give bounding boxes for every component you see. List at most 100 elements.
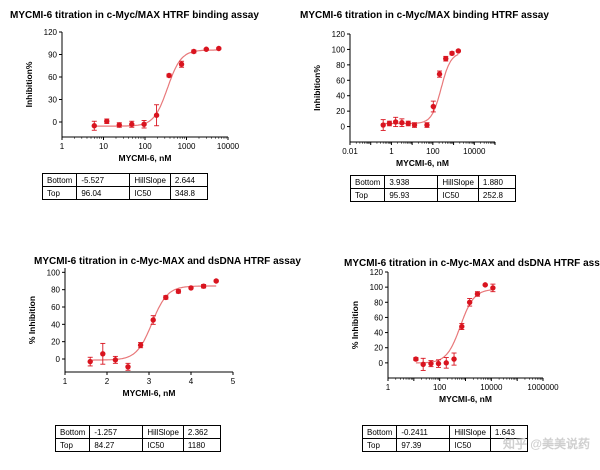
param-value: -1.257: [89, 425, 144, 439]
x-tick-label: 10000: [480, 383, 503, 392]
x-tick-label: 10: [99, 142, 108, 151]
y-tick-label: 80: [374, 298, 383, 307]
data-point: [420, 361, 426, 368]
data-point: [166, 72, 172, 79]
y-tick-label: 80: [51, 286, 60, 295]
param-value: 1180: [182, 438, 221, 452]
param-value: [489, 438, 528, 452]
data-point: [428, 360, 434, 367]
data-point: [100, 351, 106, 357]
y-tick-label: 20: [336, 107, 345, 116]
data-point: [466, 299, 473, 305]
y-tick-label: 0: [379, 359, 384, 368]
x-tick-label: 4: [189, 377, 194, 386]
data-point: [490, 285, 496, 291]
fit-curve: [415, 289, 493, 364]
param-label: IC50: [129, 186, 171, 200]
y-axis-label: % Inhibition: [350, 301, 360, 349]
table-row: Bottom 3.938 HillSlope 1.880: [349, 175, 516, 189]
y-tick-label: 120: [44, 28, 58, 37]
data-point: [91, 123, 97, 129]
x-tick-label: 1: [386, 383, 391, 392]
data-point: [112, 357, 119, 363]
data-point: [141, 121, 147, 127]
table-row: Bottom -1.257 HillSlope 2.362: [54, 425, 221, 439]
fit-parameter-table: Bottom 3.938 HillSlope 1.880 Top 95.93 I…: [349, 175, 516, 202]
chart-panel-2: MYCMI-6 titration in c-Myc/MAX binding H…: [300, 0, 600, 215]
data-point: [455, 48, 462, 54]
data-point: [104, 118, 110, 124]
chart-title: MYCMI-6 titration in c-Myc-MAX and dsDNA…: [34, 256, 301, 267]
data-point: [216, 45, 222, 52]
data-point: [405, 120, 411, 127]
x-tick-label: 10000: [217, 142, 240, 151]
y-tick-label: 100: [47, 268, 61, 277]
param-label: Top: [41, 186, 78, 200]
param-label: Bottom: [41, 173, 78, 187]
param-value: -5.527: [76, 173, 131, 187]
dose-response-chart: 0 20 40 60 80 100 120 0.01 1 100 10000 MYCMI-6, nM I…: [312, 30, 496, 168]
param-value: 97.39: [396, 438, 451, 452]
y-axis-label: Inhibition%: [312, 65, 322, 111]
table-row: Top 96.04 IC50 348.8: [41, 186, 208, 200]
y-tick-label: 30: [48, 96, 57, 105]
chart-panel-1: MYCMI-6 titration in c-Myc/MAX HTRF bind…: [0, 0, 300, 215]
y-tick-label: 60: [374, 313, 383, 322]
data-point: [459, 323, 465, 330]
x-tick-label: 1000000: [527, 383, 559, 392]
dose-response-chart: 0 20 40 60 80 100 1 2 3 4 5 MYCMI-6, nM % Inhibition: [27, 268, 236, 398]
param-label: IC50: [142, 438, 184, 452]
param-value: -0.2411: [396, 425, 451, 439]
chart-title: MYCMI-6 titration in c-Myc-MAX and dsDNA…: [344, 258, 600, 269]
y-tick-label: 60: [336, 76, 345, 85]
y-tick-label: 60: [51, 303, 60, 312]
y-tick-label: 60: [48, 73, 57, 82]
data-point: [430, 103, 436, 110]
fit-curve: [383, 53, 459, 125]
chart-panel-4: MYCMI-6 titration in c-Myc-MAX and dsDNA…: [300, 250, 600, 470]
data-point: [443, 360, 449, 366]
y-tick-label: 20: [374, 344, 383, 353]
x-tick-label: 10000: [463, 147, 486, 156]
y-tick-label: 0: [56, 355, 61, 364]
param-label: Top: [349, 188, 386, 202]
data-point: [474, 291, 481, 297]
x-axis-label: MYCMI-6, nM: [123, 388, 176, 398]
data-point: [191, 48, 197, 55]
param-value: 2.362: [182, 425, 221, 439]
param-label: HillSlope: [142, 425, 184, 439]
x-tick-label: 0.01: [342, 147, 358, 156]
x-axis-label: MYCMI-6, nM: [119, 153, 172, 163]
param-label: Bottom: [54, 425, 91, 439]
param-label: Bottom: [349, 175, 386, 189]
param-label: HillSlope: [449, 425, 491, 439]
y-tick-label: 20: [51, 338, 60, 347]
x-tick-label: 100: [426, 147, 440, 156]
x-tick-label: 2: [105, 377, 110, 386]
param-label: IC50: [437, 188, 479, 202]
data-point: [87, 358, 93, 365]
x-tick-label: 1000: [178, 142, 196, 151]
y-tick-label: 0: [341, 123, 346, 132]
table-row: Top 97.39 IC50: [361, 438, 528, 452]
table-row: Top 95.93 IC50 252.8: [349, 188, 516, 202]
y-tick-label: 100: [332, 45, 346, 54]
y-tick-label: 40: [51, 320, 60, 329]
data-point: [443, 55, 449, 62]
y-axis-label: Inhibition%: [24, 61, 34, 107]
x-tick-label: 3: [147, 377, 152, 386]
watermark: 知乎 @美美说药: [502, 437, 590, 451]
table-row: Top 84.27 IC50 1180: [54, 438, 221, 452]
dose-response-chart: 0 20 40 60 80 100 120 1 100 10000 1000000 MYCMI-6, …: [350, 268, 559, 404]
y-tick-label: 0: [53, 118, 58, 127]
data-point: [436, 71, 443, 77]
param-label: IC50: [449, 438, 491, 452]
data-point: [451, 356, 457, 362]
param-label: Top: [54, 438, 91, 452]
param-value: 95.93: [384, 188, 439, 202]
data-point: [150, 317, 156, 323]
data-point: [163, 294, 169, 301]
data-point: [380, 122, 386, 128]
fit-parameter-table: Bottom -0.2411 HillSlope 1.643 Top 97.39…: [361, 425, 528, 452]
